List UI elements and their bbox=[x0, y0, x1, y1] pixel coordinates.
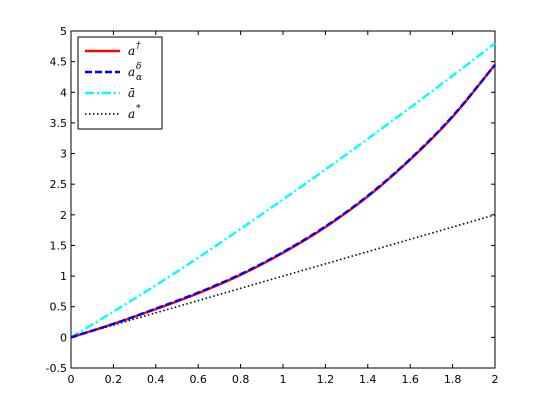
legend-label-3: a bbox=[128, 107, 135, 121]
legend-sub-1: α bbox=[136, 73, 142, 83]
legend-box bbox=[77, 36, 163, 130]
series-line-1 bbox=[70, 63, 496, 339]
axis-ticks: 0 0.2 0.4 0.6 0.8 1 1.2 1.4 1.6 1.8 2-0.500.511.52… bbox=[46, 25, 499, 386]
legend-sup-3: * bbox=[136, 104, 141, 114]
x-tick-label: 1.8 bbox=[444, 373, 462, 386]
y-tick-label: 5 bbox=[60, 25, 67, 38]
x-tick-label: 0.8 bbox=[232, 373, 250, 386]
y-tick-label: 4.5 bbox=[50, 56, 68, 69]
y-tick-label: 3.5 bbox=[50, 117, 68, 130]
x-tick-label: 0 bbox=[68, 373, 75, 386]
y-tick-label: 3 bbox=[60, 148, 67, 161]
series-line-2 bbox=[70, 42, 496, 339]
y-tick-label: 4 bbox=[60, 86, 67, 99]
y-tick-label: 2.5 bbox=[50, 178, 68, 191]
x-tick-label: 0.6 bbox=[189, 373, 207, 386]
legend-sup-1: δ bbox=[136, 62, 141, 72]
y-tick-label: 0 bbox=[60, 331, 67, 344]
series-layer bbox=[70, 42, 496, 339]
y-tick-label: 2 bbox=[60, 209, 67, 222]
x-tick-label: 1 bbox=[280, 373, 287, 386]
y-tick-label: 1.5 bbox=[50, 239, 68, 252]
x-tick-label: 2 bbox=[492, 373, 499, 386]
y-tick-label: 0.5 bbox=[50, 301, 68, 314]
x-tick-label: 1.4 bbox=[359, 373, 377, 386]
legend-label-1: a bbox=[128, 65, 135, 79]
x-tick-label: 1.2 bbox=[317, 373, 335, 386]
x-tick-label: 0.4 bbox=[147, 373, 165, 386]
series-line-0 bbox=[70, 63, 496, 339]
y-tick-label: 1 bbox=[60, 270, 67, 283]
y-tick-label: -0.5 bbox=[46, 362, 67, 375]
x-tick-label: 1.6 bbox=[401, 373, 419, 386]
series-line-3 bbox=[70, 214, 496, 339]
legend-label-0: a bbox=[128, 44, 135, 58]
legend-sup-0: † bbox=[136, 41, 141, 51]
x-tick-label: 0.2 bbox=[105, 373, 123, 386]
legend-label-2: ā bbox=[128, 86, 135, 100]
